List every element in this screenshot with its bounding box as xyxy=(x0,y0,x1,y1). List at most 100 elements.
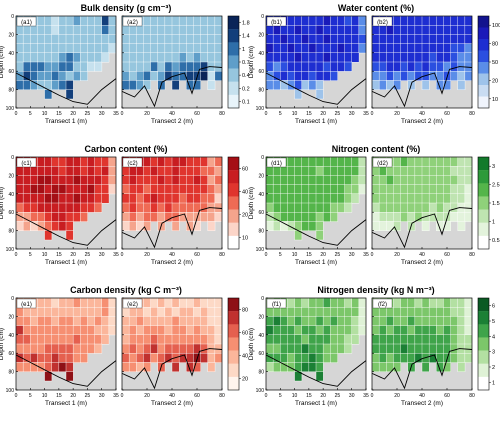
heatmap-cell xyxy=(400,175,409,185)
heatmap-cell xyxy=(421,175,430,185)
heatmap-cell xyxy=(428,343,437,354)
heatmap-cell xyxy=(128,316,137,326)
heatmap-cell xyxy=(207,325,216,336)
heatmap-cell xyxy=(294,202,303,213)
heatmap-cell xyxy=(265,325,274,336)
heatmap-cell xyxy=(414,70,423,81)
heatmap-cell xyxy=(371,193,380,204)
chart-group: Bulk density (g cm⁻³)(a1)0 5 10 15 20 25 30 350… xyxy=(0,3,250,125)
heatmap-cell xyxy=(330,297,338,308)
y-tick-label: 20 xyxy=(8,32,14,38)
heatmap-cell xyxy=(344,193,353,204)
colorbar-segment xyxy=(228,81,239,96)
heatmap-cell xyxy=(457,184,466,195)
heatmap-cell xyxy=(421,25,430,35)
heatmap-cell xyxy=(428,297,437,308)
heatmap-cell xyxy=(436,70,444,81)
heatmap-cell xyxy=(58,334,67,345)
heatmap-cell xyxy=(128,353,137,363)
x-tick-label: 40 xyxy=(419,393,425,399)
heatmap-cell xyxy=(287,316,295,326)
heatmap-cell xyxy=(308,325,317,336)
heatmap-cell xyxy=(301,211,310,222)
heatmap-cell xyxy=(322,202,331,213)
heatmap-cell xyxy=(44,316,53,326)
surface-boundary-line xyxy=(371,207,473,249)
heatmap-cell xyxy=(207,165,216,176)
heatmap-cell xyxy=(121,202,130,213)
heatmap-cell xyxy=(72,175,81,185)
heatmap-cell xyxy=(371,325,380,336)
x-tick-label: 5 xyxy=(29,393,32,399)
heatmap-cell xyxy=(400,61,409,72)
heatmap-cell xyxy=(128,175,137,185)
heatmap-cell xyxy=(308,165,317,176)
colorbar-segment xyxy=(228,16,239,30)
heatmap-cell xyxy=(128,70,137,81)
heatmap-cell xyxy=(436,156,444,167)
heatmap-cell xyxy=(121,325,130,336)
x-tick-label: 60 xyxy=(444,252,450,258)
heatmap-cell xyxy=(294,297,303,308)
panel-label: (f1) xyxy=(272,302,281,308)
colorbar-segment xyxy=(228,298,239,312)
x-axis-label: Transect 1 (m) xyxy=(45,400,87,407)
heatmap-cell xyxy=(393,156,401,167)
heatmap-cell xyxy=(414,43,423,54)
heatmap-cell xyxy=(193,362,201,372)
heatmap-cell xyxy=(65,297,74,308)
y-tick-label: 40 xyxy=(258,333,264,339)
heatmap-cell xyxy=(15,25,24,35)
heatmap-cell xyxy=(330,193,338,204)
heatmap-cell xyxy=(464,307,473,317)
heatmap-cell xyxy=(436,175,444,185)
heatmap-cell xyxy=(414,15,423,26)
heatmap-cell xyxy=(443,297,451,308)
heatmap-cell xyxy=(265,307,274,317)
x-tick-label: 40 xyxy=(169,252,175,258)
heatmap-cell xyxy=(207,193,216,204)
heatmap-cell xyxy=(44,175,53,185)
heatmap-cell xyxy=(22,211,31,222)
heatmap-cell xyxy=(358,307,367,317)
heatmap-cell xyxy=(308,175,317,185)
heatmap-cell xyxy=(443,325,451,336)
heatmap-cell xyxy=(400,353,409,363)
heatmap-cell xyxy=(421,362,430,372)
heatmap-cell xyxy=(51,221,60,231)
x-tick-label: 30 xyxy=(349,252,355,258)
heatmap-cell xyxy=(287,70,295,81)
x-tick-label: 80 xyxy=(219,111,225,117)
heatmap-cell xyxy=(280,52,288,63)
heatmap-cell xyxy=(72,70,81,81)
heatmap-cell xyxy=(265,334,274,345)
heatmap-cell xyxy=(272,43,281,54)
heatmap-cell xyxy=(214,52,223,63)
y-tick-label: 0 xyxy=(11,14,14,20)
heatmap-cell xyxy=(322,307,331,317)
heatmap-cell xyxy=(351,175,360,185)
heatmap-cell xyxy=(393,43,401,54)
heatmap-cell xyxy=(157,175,166,185)
heatmap-cell xyxy=(22,184,31,195)
heatmap-cell xyxy=(428,202,437,213)
heatmap-cell xyxy=(87,165,95,176)
heatmap-cell xyxy=(58,221,67,231)
heatmap-cell xyxy=(436,334,444,345)
heatmap-cell xyxy=(157,193,166,204)
heatmap-cell xyxy=(315,165,324,176)
heatmap-cell xyxy=(80,353,88,363)
heatmap-cell xyxy=(193,325,201,336)
x-tick-label: 30 xyxy=(99,393,105,399)
heatmap-cell xyxy=(143,165,151,176)
heatmap-cell xyxy=(315,175,324,185)
heatmap-cell xyxy=(65,353,74,363)
heatmap-cell xyxy=(344,175,353,185)
heatmap-cell xyxy=(428,175,437,185)
heatmap-cell xyxy=(37,52,45,63)
colorbar-segment xyxy=(228,235,239,250)
heatmap-cell xyxy=(330,15,338,26)
heatmap-cell xyxy=(457,362,466,372)
heatmap-panel: (f1) 0 5 10 15 20 25 30 35 0 20 40 60 80 100 Transect 1… xyxy=(248,296,369,407)
heatmap-cell xyxy=(171,221,180,231)
